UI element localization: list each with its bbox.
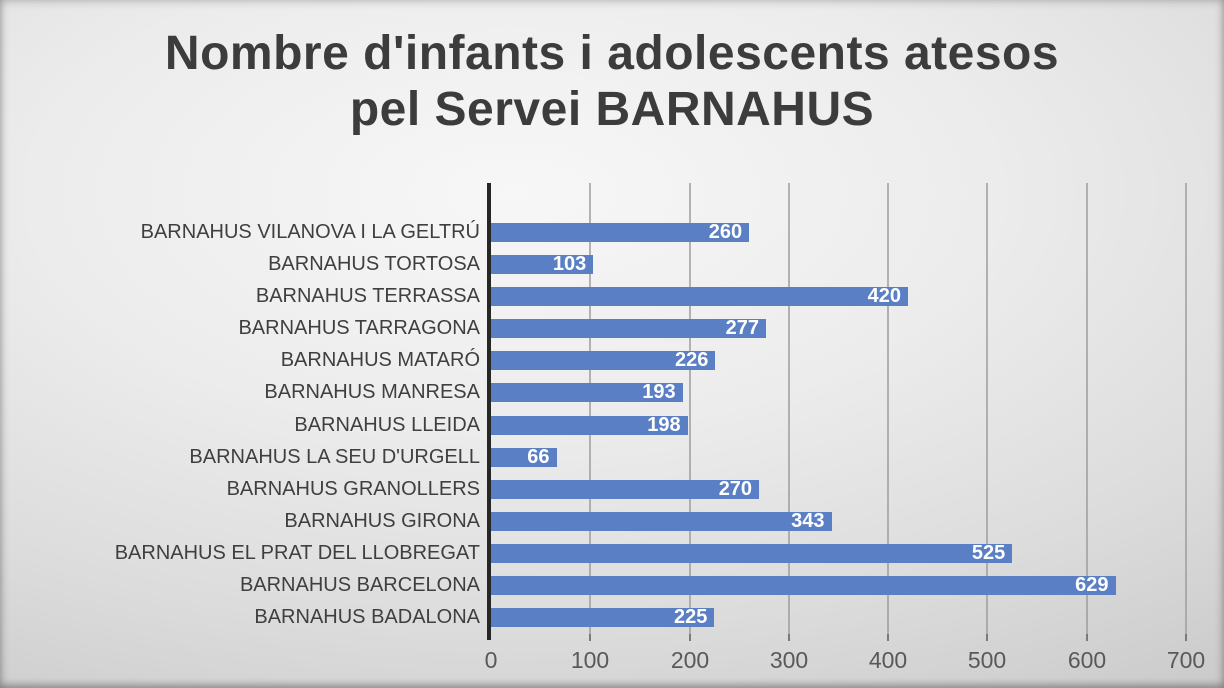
bar: 420 (491, 284, 908, 307)
bar-value-label: 66 (527, 445, 550, 468)
bar-value-label: 226 (675, 349, 709, 372)
y-axis-line (487, 183, 491, 640)
x-axis-tick (589, 634, 591, 641)
x-axis-tick-label: 100 (570, 647, 610, 673)
bar-value-label: 270 (718, 477, 753, 500)
x-axis-tick-label: 200 (670, 647, 710, 673)
x-axis-tick (1086, 634, 1088, 641)
bar-row: 260 (491, 216, 1186, 248)
x-axis-tick-label: 0 (484, 647, 498, 673)
bar-series: 260 103 420 277 226 193 198 66 270 343 525 629 225 (491, 216, 1186, 634)
gridline-600 (1086, 183, 1088, 634)
bar-value-label: 103 (552, 252, 587, 275)
plot-area (491, 183, 1187, 634)
bar: 225 (491, 606, 715, 629)
bar-value-label: 629 (1075, 574, 1109, 597)
bar-row: 103 (491, 248, 1186, 280)
bar-row: 226 (491, 345, 1186, 377)
category-label: BARNAHUS LA SEU D'URGELL (189, 445, 480, 468)
x-axis-tick-label: 600 (1067, 647, 1107, 673)
x-axis-tick (1185, 634, 1187, 641)
bar: 343 (491, 509, 832, 532)
bar-row: 420 (491, 280, 1186, 312)
bar: 226 (491, 349, 716, 372)
gridline-200 (689, 183, 691, 634)
bar-value-label: 198 (647, 413, 681, 436)
category-label: BARNAHUS GIRONA (284, 509, 480, 532)
bar-value-label: 420 (867, 284, 901, 307)
x-axis-tick (788, 634, 790, 641)
bar-row: 525 (491, 538, 1186, 570)
chart-title: Nombre d'infants i adolescents atesos pe… (0, 26, 1224, 138)
category-axis-labels: BARNAHUS VILANOVA I LA GELTRÚ BARNAHUS TO… (60, 216, 480, 634)
bar: 103 (491, 252, 594, 275)
bar-row: 225 (491, 602, 1186, 634)
bar: 277 (491, 317, 767, 340)
gridline-500 (986, 183, 988, 634)
category-label: BARNAHUS LLEIDA (294, 413, 480, 436)
bar: 270 (491, 477, 760, 500)
gridline-300 (788, 183, 790, 634)
bar-value-label: 260 (708, 220, 743, 243)
category-label: BARNAHUS BADALONA (254, 606, 480, 629)
chart-title-line-2: pel Servei BARNAHUS (349, 83, 875, 137)
bar: 198 (491, 413, 688, 436)
bar-value-label: 343 (791, 509, 825, 532)
category-label: BARNAHUS MATARÓ (280, 349, 480, 372)
bar-row: 193 (491, 377, 1186, 409)
x-axis-tick-label: 500 (967, 647, 1007, 673)
bar-row: 66 (491, 441, 1186, 473)
gridline-700 (1185, 183, 1187, 634)
category-label: BARNAHUS MANRESA (264, 381, 480, 404)
bar-row: 198 (491, 409, 1186, 441)
bar-row: 277 (491, 312, 1186, 344)
bar-value-label: 193 (642, 381, 676, 404)
bar-row: 270 (491, 473, 1186, 505)
bar-value-label: 225 (674, 606, 708, 629)
bar-value-label: 277 (725, 317, 760, 340)
category-label: BARNAHUS BARCELONA (239, 574, 480, 597)
x-axis-tick (986, 634, 988, 641)
bar-value-label: 525 (971, 542, 1006, 565)
bar: 525 (491, 542, 1013, 565)
gridline-400 (887, 183, 889, 634)
x-axis-tick-label: 300 (769, 647, 809, 673)
category-label: BARNAHUS VILANOVA I LA GELTRÚ (140, 220, 480, 243)
x-axis-tick (689, 634, 691, 641)
bar: 260 (491, 220, 750, 243)
category-label: BARNAHUS TARRAGONA (238, 317, 480, 340)
gridline-100 (589, 183, 591, 634)
bar: 66 (491, 445, 557, 468)
category-label: BARNAHUS TORTOSA (268, 252, 480, 275)
bar-row: 629 (491, 570, 1186, 602)
bar-row: 343 (491, 505, 1186, 537)
x-axis-tick-label: 400 (868, 647, 908, 673)
bar: 193 (491, 381, 683, 404)
x-axis-tick-label: 700 (1166, 647, 1206, 673)
category-label: BARNAHUS EL PRAT DEL LLOBREGAT (114, 542, 480, 565)
category-label: BARNAHUS GRANOLLERS (226, 477, 480, 500)
bar: 629 (491, 574, 1116, 597)
x-axis-tick (887, 634, 889, 641)
category-label: BARNAHUS TERRASSA (255, 284, 480, 307)
chart-title-line-1: Nombre d'infants i adolescents atesos (164, 27, 1060, 80)
